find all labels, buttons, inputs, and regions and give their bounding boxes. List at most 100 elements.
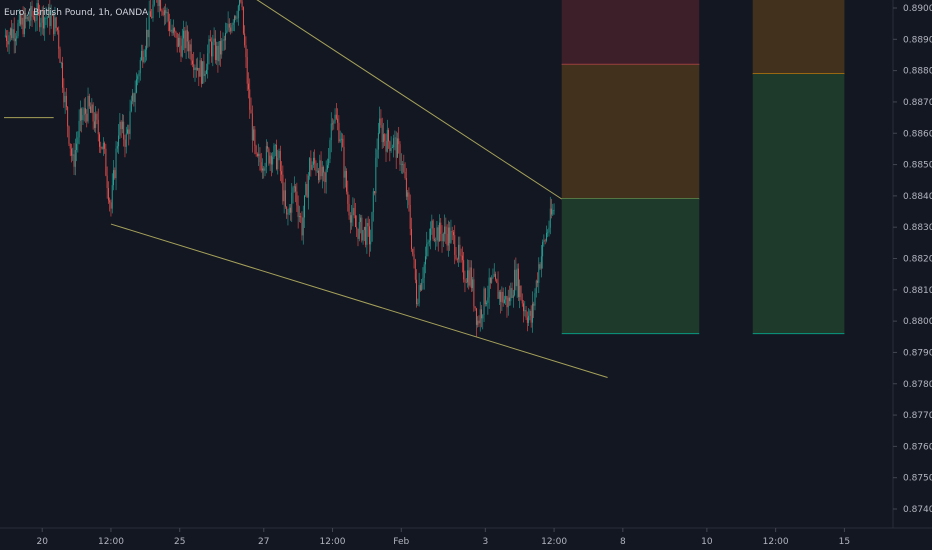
tp1-zone[interactable] <box>561 64 700 200</box>
candle-body <box>425 256 426 265</box>
candle-body <box>137 76 139 80</box>
tp2-zone-upper[interactable] <box>752 0 845 74</box>
candle-body <box>30 5 32 21</box>
candle-body <box>46 17 48 19</box>
candle-body <box>367 223 369 227</box>
candle-body <box>184 30 186 49</box>
candle-body <box>402 163 403 165</box>
candle-body <box>255 145 257 155</box>
candles <box>4 0 555 338</box>
candle-body <box>195 67 197 70</box>
candle-body <box>242 7 244 34</box>
candle-body <box>276 144 277 170</box>
candle-body <box>505 296 507 300</box>
candle-body <box>218 41 220 62</box>
candle-body <box>354 215 356 227</box>
candle-body <box>386 129 388 152</box>
candle-body <box>497 282 499 299</box>
lower-trendline[interactable] <box>110 223 608 378</box>
candle-body <box>160 0 162 11</box>
candle-body <box>174 28 176 32</box>
candle-body <box>90 106 92 113</box>
candle-body <box>464 279 466 282</box>
candle-body <box>349 215 351 223</box>
position-zones[interactable] <box>561 0 845 335</box>
candle-body <box>421 282 423 291</box>
candle-body <box>121 121 123 130</box>
candle-body <box>311 164 313 170</box>
candle-body <box>60 62 62 64</box>
candle-body <box>234 16 235 23</box>
candle-body <box>474 306 476 309</box>
candle-body <box>444 226 446 234</box>
candle-body <box>8 35 10 45</box>
candle-body <box>91 104 93 113</box>
time-tick-label: Feb <box>393 537 409 547</box>
candle-body <box>43 9 44 29</box>
candle-body <box>93 121 95 128</box>
candle-body <box>503 299 505 304</box>
candle-body <box>45 17 47 19</box>
sl-zone[interactable] <box>561 0 700 65</box>
upper-trendline[interactable] <box>241 0 562 200</box>
candle-body <box>431 220 433 229</box>
candle-body <box>362 230 364 241</box>
candle-body <box>287 213 289 215</box>
candle-body <box>190 44 192 61</box>
candle-body <box>383 134 384 143</box>
candle-body <box>151 16 153 18</box>
candle-body <box>447 227 449 246</box>
candle-body <box>407 192 409 197</box>
candle-body <box>34 16 36 21</box>
candle-body <box>51 13 53 16</box>
candle-body <box>200 60 202 84</box>
candle-body <box>211 41 212 57</box>
candle-body <box>208 39 210 54</box>
candle-body <box>253 129 255 141</box>
candle-body <box>272 157 274 165</box>
candle-body <box>39 8 41 28</box>
candle-body <box>465 281 467 283</box>
candle-body <box>302 217 304 236</box>
candle-body <box>59 48 61 64</box>
candle-body <box>32 16 34 18</box>
candle-body <box>529 310 531 316</box>
candle-body <box>62 62 64 88</box>
candle-body <box>227 23 229 31</box>
candle-body <box>248 83 249 90</box>
candle-body <box>87 95 89 122</box>
candle-body <box>315 163 317 172</box>
candle-body <box>393 138 395 148</box>
entry-zone[interactable] <box>561 199 700 334</box>
candle-body <box>463 260 465 280</box>
candle-body <box>433 238 435 241</box>
trendlines[interactable] <box>4 0 608 378</box>
candle-body <box>181 38 183 57</box>
candle-body <box>459 244 461 256</box>
candle-body <box>344 171 346 178</box>
candle-body <box>510 288 512 302</box>
candle-body <box>251 113 253 141</box>
candle-body <box>305 183 307 196</box>
time-axis[interactable]: 20 12:00 25 27 12:00 Feb 3 12:00 8 10 12:00 15 <box>36 528 850 547</box>
candle-body <box>9 28 11 36</box>
candle-body <box>343 146 345 178</box>
candle-body <box>7 41 9 45</box>
candle-body <box>77 137 79 144</box>
candle-body <box>333 121 335 124</box>
tp2-zone-lower[interactable] <box>752 73 845 334</box>
candle-body <box>422 277 424 283</box>
candle-body <box>236 18 238 19</box>
candle-body <box>291 192 293 213</box>
candle-body <box>436 227 438 241</box>
candle-body <box>264 166 266 171</box>
candle-body <box>100 146 102 148</box>
candle-body <box>384 134 386 141</box>
candle-body <box>486 302 488 304</box>
